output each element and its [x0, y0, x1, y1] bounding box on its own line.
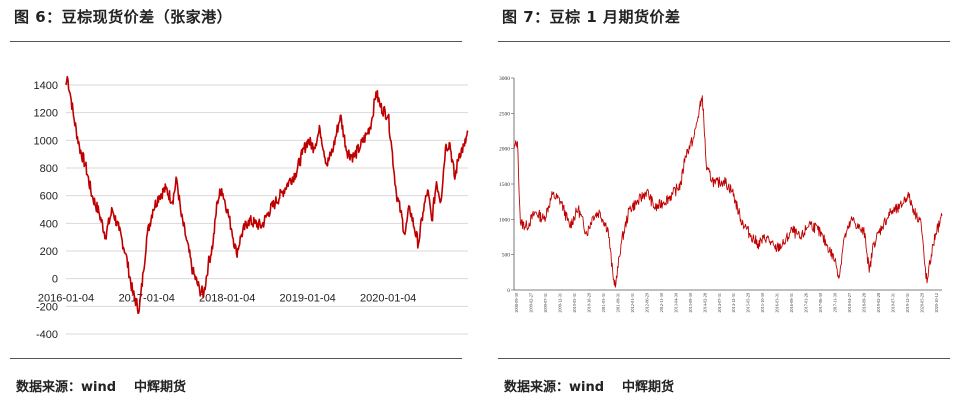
x-tick-label-right: 2018-09-28	[862, 293, 867, 313]
y-tick-label-left: 400	[40, 218, 58, 230]
x-tick-label-right: 2016-03-31	[775, 293, 780, 313]
x-tick-label-right: 2008-09-30	[514, 293, 519, 313]
x-tick-label-right: 2013-04-30	[673, 293, 678, 313]
right-panel: 图 7：豆棕 1 月期货价差 0 500 1000 1500 2000 2500 3000 …	[488, 0, 960, 401]
y-tick-label-left: 1000	[34, 135, 58, 147]
title-divider-left	[10, 41, 462, 42]
x-axis-right: 2008-09-30 2009-02-27 2009-07-31 2009-12-31…	[514, 293, 939, 313]
x-tick-label-right: 2014-07-31	[717, 293, 722, 313]
chart-left: -400 -200 0 200 400 600 800 1000 1200 1400 2016-0…	[34, 75, 469, 341]
y-tick-label-right: 500	[502, 253, 511, 259]
x-axis-left: 2016-01-04 2017-01-04 2018-01-04 2019-01-04…	[38, 293, 416, 305]
x-tick-label-right: 2011-03-31	[601, 293, 606, 312]
source-org-right: 中辉期货	[622, 380, 675, 395]
y-axis-right: 0 500 1000 1500 2000 2500 3000	[499, 76, 514, 294]
source-org-left: 中辉期货	[134, 380, 187, 395]
y-tick-label-left: 1400	[34, 80, 58, 92]
x-tick-label-right: 2009-12-31	[557, 293, 562, 313]
source-label-left: 数据来源：wind	[16, 380, 117, 395]
axes-right	[513, 78, 942, 291]
x-tick-label-right: 2014-12-31	[731, 293, 736, 313]
grid-left	[66, 84, 468, 335]
series-left	[65, 75, 469, 314]
chart-right: 0 500 1000 1500 2000 2500 3000 2008-09-30 2009-…	[499, 76, 943, 313]
y-tick-label-left: 1200	[34, 108, 58, 120]
x-tick-label-right: 2010-05-31	[572, 293, 577, 313]
x-tick-label-right: 2009-07-31	[543, 293, 548, 313]
x-tick-label-right: 2012-01-31	[630, 293, 635, 313]
x-tick-label-right: 2020-05-29	[920, 293, 925, 313]
x-tick-label-left: 2016-01-04	[38, 293, 94, 305]
x-tick-label-right: 2011-08-31	[615, 293, 620, 312]
x-tick-label-right: 2014-02-28	[702, 293, 707, 313]
x-tick-label-right: 2017-11-30	[833, 293, 838, 312]
y-tick-label-left: 200	[40, 246, 58, 258]
series-right	[513, 95, 943, 288]
x-tick-label-right: 2010-10-29	[586, 293, 591, 313]
source-divider-left	[10, 358, 462, 359]
x-tick-label-right: 2012-06-29	[644, 293, 649, 313]
x-tick-label-right: 2019-12-31	[905, 293, 910, 313]
y-tick-label-right: 3000	[499, 76, 510, 82]
y-tick-label-right: 1500	[499, 182, 510, 188]
y-tick-label-right: 0	[507, 288, 510, 294]
chart-title-right: 图 7：豆棕 1 月期货价差	[502, 8, 681, 26]
x-tick-label-right: 2012-11-30	[659, 293, 664, 312]
y-axis-left: -400 -200 0 200 400 600 800 1000 1200 1400	[34, 80, 58, 341]
source-divider-right	[498, 358, 950, 359]
y-tick-label-left: -200	[36, 301, 58, 313]
title-divider-right	[498, 41, 950, 42]
series-line-right	[513, 95, 943, 288]
x-tick-label-right: 2017-06-30	[818, 293, 823, 313]
x-tick-label-right: 2013-09-30	[688, 293, 693, 313]
x-tick-label-left: 2017-01-04	[119, 293, 175, 305]
source-left: 数据来源：wind 中辉期货	[16, 376, 186, 395]
x-tick-label-left: 2018-01-04	[199, 293, 255, 305]
left-panel: 图 6：豆棕现货价差（张家港） -400 -200 0 200 400 600 800 100…	[0, 0, 472, 401]
y-tick-label-right: 1000	[499, 217, 510, 223]
series-line-left	[65, 75, 469, 314]
x-tick-label-left: 2019-01-04	[280, 293, 336, 305]
x-tick-label-left: 2020-01-04	[360, 293, 416, 305]
x-tick-label-right: 2018-04-27	[847, 293, 852, 313]
chart-title-left: 图 6：豆棕现货价差（张家港）	[14, 8, 233, 26]
x-tick-label-right: 2015-05-29	[746, 293, 751, 313]
x-tick-label-right: 2015-10-30	[760, 293, 765, 313]
x-tick-label-right: 2020-10-12	[934, 293, 939, 313]
x-tick-label-right: 2016-08-31	[789, 293, 794, 313]
y-tick-label-left: 800	[40, 163, 58, 175]
x-tick-label-right: 2017-01-26	[804, 293, 809, 313]
y-tick-label-left: -400	[36, 329, 58, 341]
source-label-right: 数据来源：wind	[504, 380, 605, 395]
y-tick-label-left: 600	[40, 191, 58, 203]
x-tick-label-right: 2019-07-31	[891, 293, 896, 313]
y-tick-label-left: 0	[52, 274, 58, 286]
x-tick-label-right: 2009-02-27	[528, 293, 533, 313]
y-tick-label-right: 2500	[499, 111, 510, 117]
source-right: 数据来源：wind 中辉期货	[504, 376, 674, 395]
x-tick-label-right: 2019-02-28	[876, 293, 881, 313]
y-tick-label-right: 2000	[499, 147, 510, 153]
